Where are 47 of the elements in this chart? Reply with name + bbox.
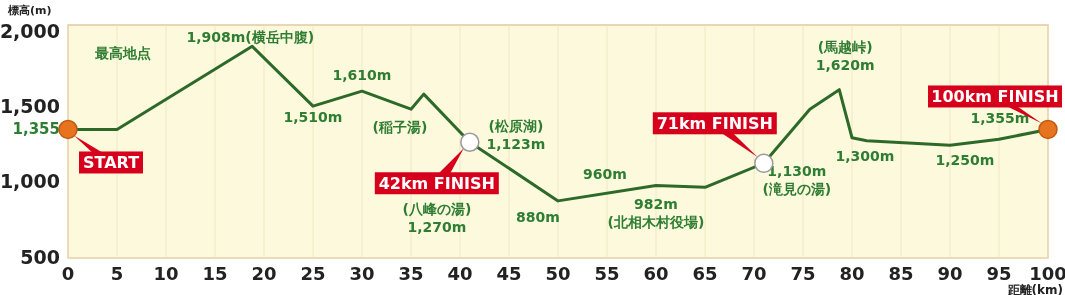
x-tick-label: 70 [741,263,767,284]
y-axis-title: 標高(m) [7,4,52,17]
x-tick-label: 30 [349,263,375,284]
annotation: (稲子湯) [372,119,428,136]
x-tick-label: 65 [692,263,718,284]
annotation: 1,610m [332,67,392,84]
x-axis-title: 距離(km) [1006,283,1063,295]
annotation: (八峰の湯) 1,270m [402,201,472,235]
x-tick-label: 5 [110,263,124,284]
point [460,132,480,152]
annotation: 100km FINISH [931,86,1059,106]
annotation: 982m (北相木村役場) [607,195,705,230]
point [1038,119,1058,140]
annotation: 960m [583,166,627,182]
annotation: 1,250m [935,152,995,169]
annotation: 1,510m [283,109,343,126]
y-tick-label: 1,355 [12,119,60,138]
x-tick-label: 50 [545,263,571,284]
x-tick-label: 40 [447,263,473,284]
annotation: 1,300m [835,147,895,164]
point [58,119,78,140]
x-tick-label: 85 [888,263,914,284]
annotation: 880m [516,208,560,225]
x-tick-label: 0 [61,263,75,284]
annotation: (馬越峠) 1,620m [815,38,875,73]
x-tick-label: 55 [594,263,620,284]
x-tick-label: 60 [643,263,669,284]
y-tick-label: 2,000 [0,20,60,43]
x-tick-label: 75 [790,263,816,284]
x-tick-label: 10 [153,263,179,284]
annotation: 71km FINISH [656,113,773,133]
x-tick-label: 15 [202,263,228,284]
y-tick-label: 500 [20,245,60,268]
y-tick-label: 1,000 [0,170,60,193]
x-tick-label: 35 [398,263,424,284]
annotation: 1,130m (滝見の湯) [762,163,832,198]
x-tick-label: 90 [937,263,963,284]
y-tick-label: 1,500 [0,95,60,118]
x-tick-label: 20 [251,263,277,284]
x-tick-label: 95 [986,263,1012,284]
x-tick-label: 25 [300,263,326,284]
x-tick-label: 45 [496,263,522,284]
x-tick-label: 80 [839,263,865,284]
annotation: 1,908m(横岳中腹) [186,29,315,46]
annotation: 最高地点 [94,45,151,61]
annotation: 42km FINISH [378,173,495,193]
annotation: START [82,152,140,172]
